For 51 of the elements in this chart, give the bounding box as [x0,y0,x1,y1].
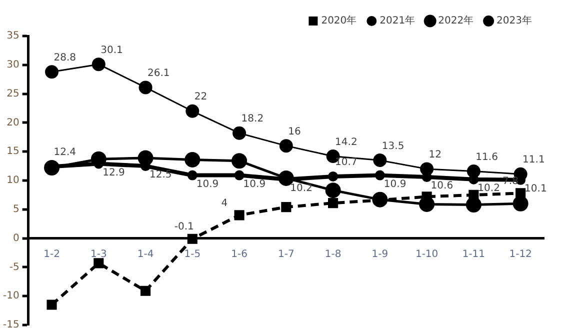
x-tick-label: 1-5 [184,248,201,260]
y-tick-label: 20 [6,117,20,128]
data-label: 16 [288,126,301,138]
y-tick-label: -15 [2,320,20,331]
x-tick-label: 1-12 [509,248,532,260]
data-label: 10.9 [384,178,406,190]
x-tick-label: 1-2 [44,248,60,260]
y-tick-label: 15 [6,146,20,158]
data-label: 7.8 [502,176,518,187]
x-tick-label: 1-10 [415,248,438,260]
data-label: 10.1 [524,184,547,195]
data-label: 4 [221,198,228,209]
x-tick-label: 1-6 [231,248,248,260]
data-label: 10.2 [290,182,312,194]
data-label: 26.1 [148,68,170,80]
data-label: 22 [194,92,208,103]
data-label: 13.5 [382,140,404,152]
data-label: 11.1 [522,154,545,166]
x-tick-label: 1-9 [372,248,388,260]
y-tick-label: 10 [6,175,20,186]
data-label: 10.2 [478,182,500,194]
data-label: 10.6 [430,180,454,192]
data-label: 12.9 [102,167,125,178]
y-tick-label: 35 [6,30,20,42]
data-label: 12 [428,150,442,161]
data-label: 10.9 [196,178,219,190]
data-label: 30.1 [100,44,123,56]
data-label: 18.2 [241,114,264,125]
legend-label: 2023年 [496,14,532,27]
y-tick-label: 5 [12,204,20,215]
y-tick-label: 30 [6,59,20,70]
data-label: 12.4 [54,147,76,158]
data-label: 11.6 [476,152,498,163]
x-tick-label: 1-3 [90,248,107,260]
data-label: 28.8 [54,52,76,64]
legend-label: 2022年 [438,14,474,27]
x-tick-label: 1-7 [278,248,294,260]
y-tick-label: -10 [2,290,20,302]
data-label: -0.1 [174,221,194,232]
data-label: 10.7 [335,157,358,168]
x-tick-label: 1-11 [462,248,486,260]
y-tick-label: 25 [6,88,20,100]
x-tick-label: 1-4 [137,248,154,260]
y-tick-label: 0 [12,232,20,244]
legend-label: 2020年 [321,14,357,27]
data-label: 14.2 [335,136,358,148]
x-tick-label: 1-8 [324,248,342,260]
data-label: 10.9 [243,178,266,190]
legend-label: 2021年 [380,14,416,27]
y-tick-label: -5 [9,262,20,273]
data-label: 12.5 [150,170,172,181]
